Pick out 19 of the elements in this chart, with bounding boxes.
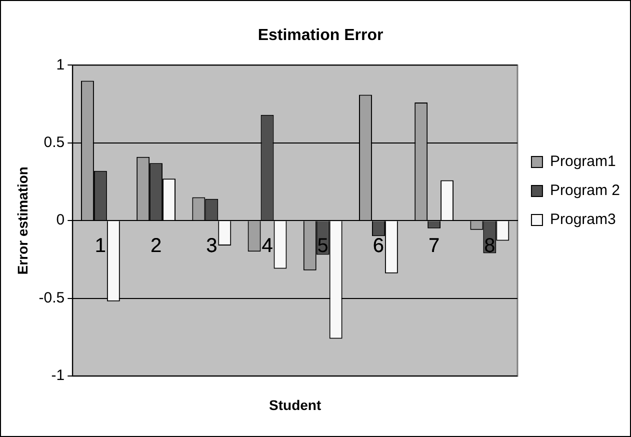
y-tick-label: 0 [56,212,65,229]
y-axis-title: Error estimation [14,166,30,275]
x-tick-label: 4 [262,235,273,258]
x-tick-label: 7 [428,235,440,258]
y-tick-label: 0.5 [44,134,65,152]
x-tick-label: 2 [150,235,162,258]
x-tick-label: 8 [484,235,496,258]
legend-label: Program1 [550,153,616,170]
x-tick-label: 3 [206,235,218,258]
x-tick-label: 1 [94,235,106,258]
y-tick-label: 1 [56,56,65,74]
legend-label: Program 2 [550,182,620,200]
x-tick-label: 5 [317,235,328,258]
chart-title: Estimation Error [258,27,384,44]
x-axis-title: Student [269,396,322,413]
legend-label: Program3 [550,211,616,228]
y-tick-label: -0.5 [38,289,65,306]
x-tick-label: 6 [372,235,384,258]
y-tick-label: -1 [51,367,65,384]
